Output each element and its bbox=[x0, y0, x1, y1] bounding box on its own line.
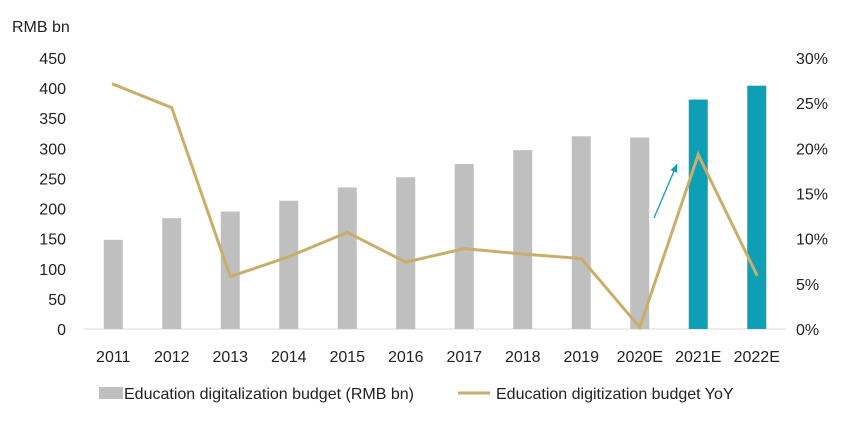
yoy-point-2017 bbox=[462, 247, 466, 251]
x-tick-label: 2013 bbox=[212, 349, 248, 366]
trend-arrow bbox=[653, 163, 678, 219]
x-tick-label: 2019 bbox=[563, 349, 599, 366]
left-axis-ticks: 0 50 100 150 200 250 300 350 400 450 bbox=[39, 51, 66, 339]
left-tick-label: 0 bbox=[57, 322, 66, 339]
bar-2012 bbox=[162, 218, 182, 329]
right-tick-label: 10% bbox=[796, 232, 828, 249]
right-tick-label: 30% bbox=[796, 51, 828, 68]
bar-series bbox=[103, 85, 767, 329]
left-axis-unit: RMB bn bbox=[12, 19, 70, 36]
bar-2020E bbox=[630, 137, 650, 329]
yoy-line bbox=[112, 82, 759, 331]
x-tick-label: 2015 bbox=[329, 349, 365, 366]
x-tick-label: 2017 bbox=[446, 349, 482, 366]
legend-line-label: Education digitization budget YoY bbox=[496, 386, 734, 403]
bar-2013 bbox=[220, 211, 240, 329]
x-tick-label: 2012 bbox=[154, 349, 190, 366]
left-tick-label: 300 bbox=[39, 141, 66, 158]
legend-bar-label: Education digitalization budget (RMB bn) bbox=[124, 386, 414, 403]
bar-2016 bbox=[396, 177, 416, 329]
left-tick-label: 50 bbox=[48, 292, 66, 309]
right-tick-label: 15% bbox=[796, 187, 828, 204]
bar-2011 bbox=[103, 239, 123, 329]
line-series bbox=[111, 82, 759, 331]
yoy-point-2011 bbox=[111, 82, 115, 86]
x-tick-label: 2016 bbox=[388, 349, 424, 366]
x-tick-label: 2018 bbox=[505, 349, 541, 366]
yoy-point-2018 bbox=[521, 252, 525, 256]
yoy-point-2013 bbox=[228, 275, 232, 279]
right-tick-label: 0% bbox=[796, 322, 819, 339]
legend-bar-swatch bbox=[99, 387, 123, 399]
right-tick-label: 20% bbox=[796, 141, 828, 158]
bar-2022E bbox=[747, 85, 767, 329]
bar-2021E bbox=[688, 99, 708, 329]
left-tick-label: 200 bbox=[39, 202, 66, 219]
x-tick-label: 2020E bbox=[617, 349, 663, 366]
yoy-point-2016 bbox=[404, 260, 408, 264]
x-axis-ticks: 2011 2012 2013 2014 2015 2016 2017 2018 2019 2020… bbox=[96, 349, 780, 366]
x-tick-label: 2022E bbox=[734, 349, 780, 366]
bar-2018 bbox=[513, 150, 533, 329]
left-tick-label: 150 bbox=[39, 232, 66, 249]
trend-arrow-head bbox=[670, 164, 678, 173]
bar-2015 bbox=[337, 187, 357, 329]
right-tick-label: 25% bbox=[796, 96, 828, 113]
left-tick-label: 100 bbox=[39, 262, 66, 279]
yoy-point-2019 bbox=[579, 257, 583, 261]
x-tick-label: 2011 bbox=[96, 349, 131, 366]
left-tick-label: 400 bbox=[39, 81, 66, 98]
yoy-point-2014 bbox=[287, 255, 291, 259]
yoy-point-2022E bbox=[755, 273, 759, 277]
x-tick-label: 2014 bbox=[271, 349, 307, 366]
yoy-point-2021E bbox=[696, 153, 700, 157]
bar-2017 bbox=[454, 163, 474, 329]
right-tick-label: 5% bbox=[796, 277, 819, 294]
right-axis-ticks: 0% 5% 10% 15% 20% 25% 30% bbox=[796, 51, 828, 339]
legend: Education digitalization budget (RMB bn)… bbox=[99, 386, 734, 403]
yoy-point-2015 bbox=[345, 230, 349, 234]
left-tick-label: 450 bbox=[39, 51, 66, 68]
yoy-point-2020E bbox=[638, 325, 642, 329]
left-tick-label: 350 bbox=[39, 111, 66, 128]
x-tick-label: 2021E bbox=[675, 349, 721, 366]
left-tick-label: 250 bbox=[39, 171, 66, 188]
bar-2014 bbox=[279, 200, 299, 329]
yoy-point-2012 bbox=[170, 106, 174, 110]
bar-2019 bbox=[571, 136, 591, 329]
